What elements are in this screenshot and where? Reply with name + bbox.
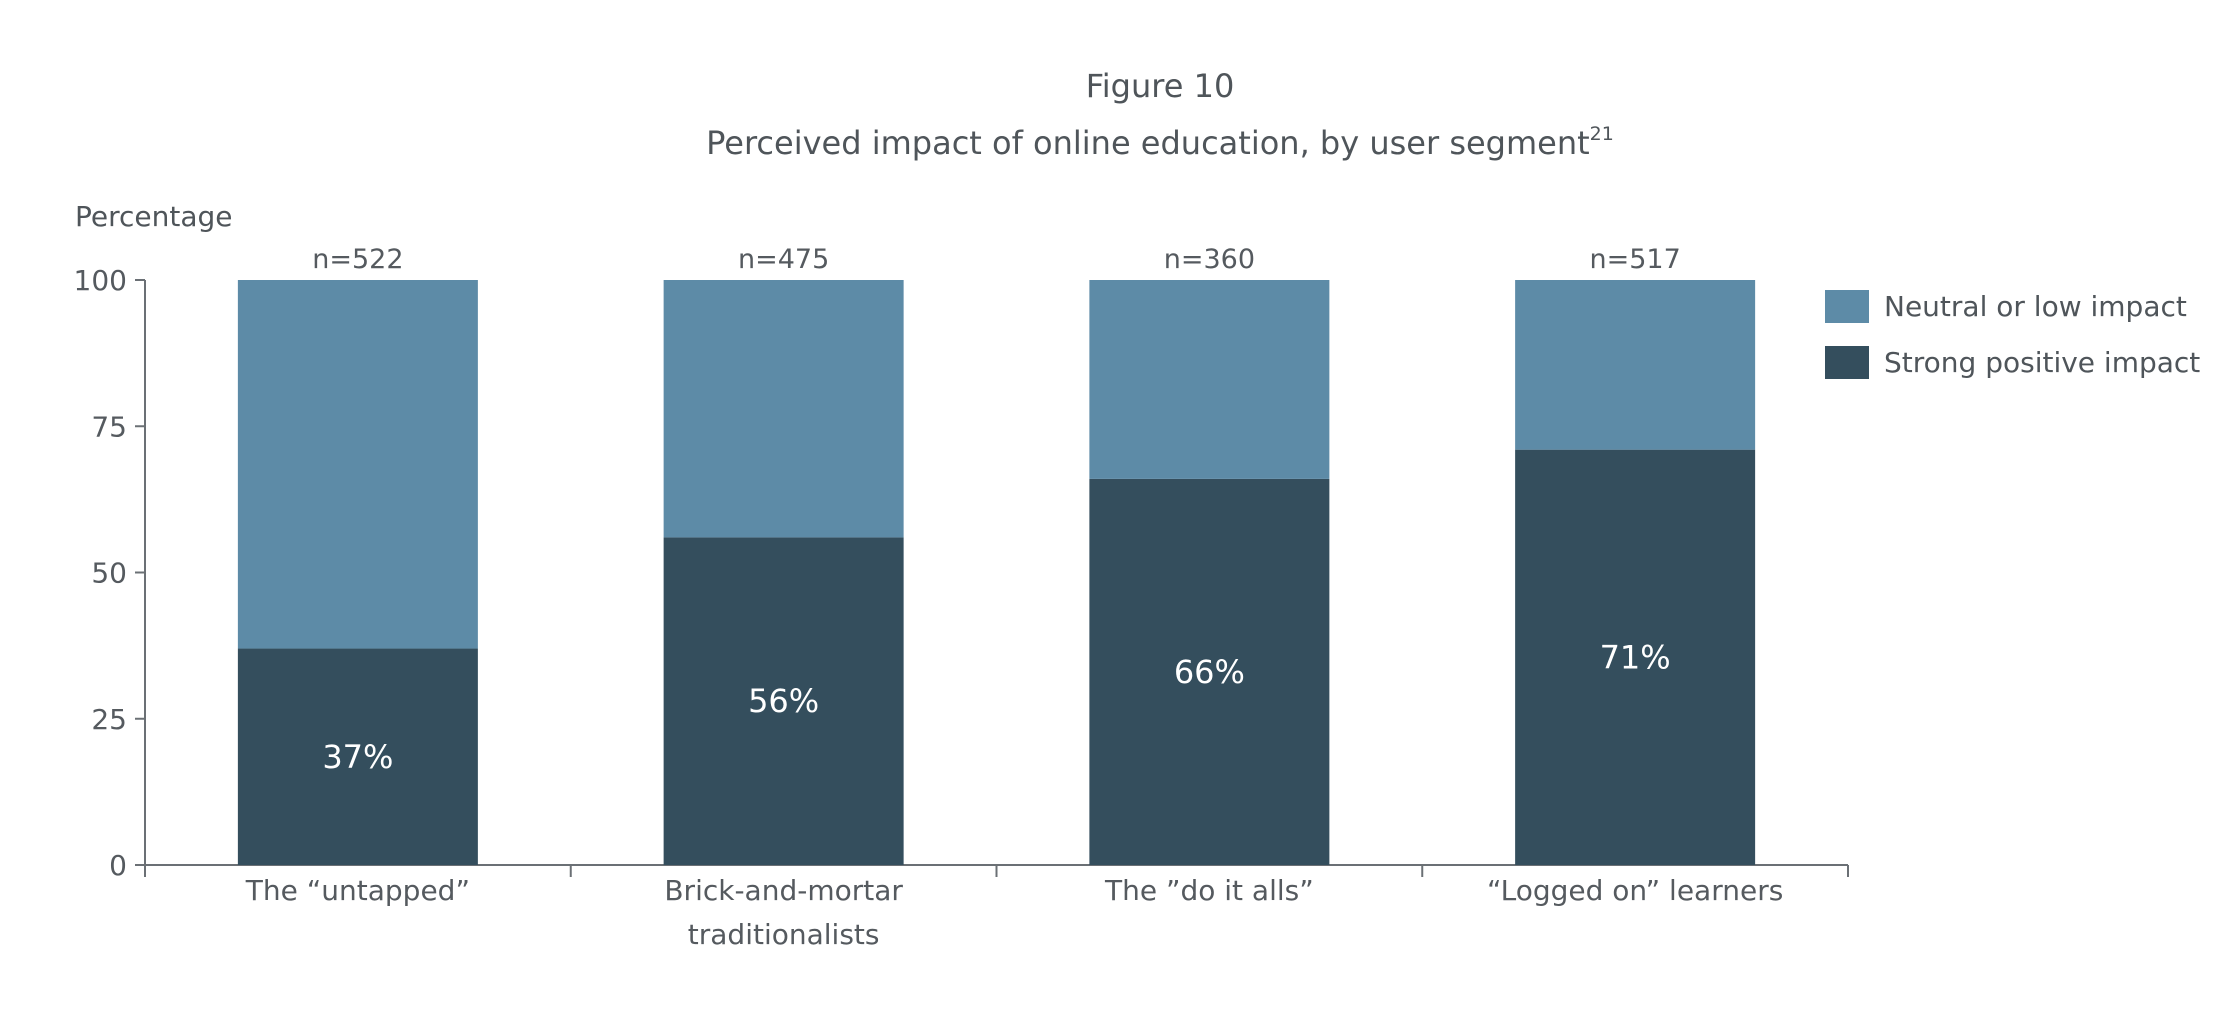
chart-title-block: Figure 10 Perceived impact of online edu… [0,64,2233,169]
legend: Neutral or low impact Strong positive im… [1825,278,2200,390]
bar-segment-strong [663,537,904,865]
bar-value-label: 71% [1600,638,1671,676]
y-tick-label: 100 [74,264,127,297]
bar-segment-neutral [1089,280,1330,479]
x-tick-label: traditionalists [688,918,880,951]
legend-label-neutral: Neutral or low impact [1884,289,2187,323]
legend-item-neutral: Neutral or low impact [1825,278,2200,334]
bar-segment-strong [237,648,478,865]
legend-swatch-neutral [1825,289,1869,323]
x-tick-label: Brick-and-mortar [664,874,903,907]
legend-label-strong: Strong positive impact [1884,345,2201,379]
chart-subtitle: Perceived impact of online education, by… [0,108,2233,169]
sample-size-label: n=360 [1164,244,1255,275]
y-tick-label: 0 [109,849,127,882]
x-tick-label: The ”do it alls” [1104,874,1314,907]
chart-title: Figure 10 [1085,67,1235,105]
y-tick-label: 50 [91,557,127,590]
x-tick-label: The “untapped” [245,874,470,907]
bar-segment-neutral [1515,280,1756,450]
bar-value-label: 56% [748,682,819,720]
y-tick-label: 75 [91,410,127,443]
chart-subtitle-footnote: 21 [1589,123,1614,145]
bar-segment-neutral [237,280,478,649]
sample-size-label: n=517 [1589,244,1680,275]
sample-size-label: n=522 [312,244,403,275]
bar-segment-neutral [663,280,904,538]
legend-item-strong: Strong positive impact [1825,334,2200,390]
y-axis-label: Percentage [75,200,233,233]
bar-value-label: 37% [322,738,393,776]
bar-segment-strong [1089,478,1330,865]
y-tick-label: 25 [91,703,127,736]
chart-subtitle-text: Perceived impact of online education, by… [706,124,1590,162]
x-tick-label: “Logged on” learners [1487,874,1783,907]
bar-segment-strong [1515,449,1756,865]
legend-swatch-strong [1825,345,1869,379]
bar-value-label: 66% [1174,653,1245,691]
sample-size-label: n=475 [738,244,829,275]
